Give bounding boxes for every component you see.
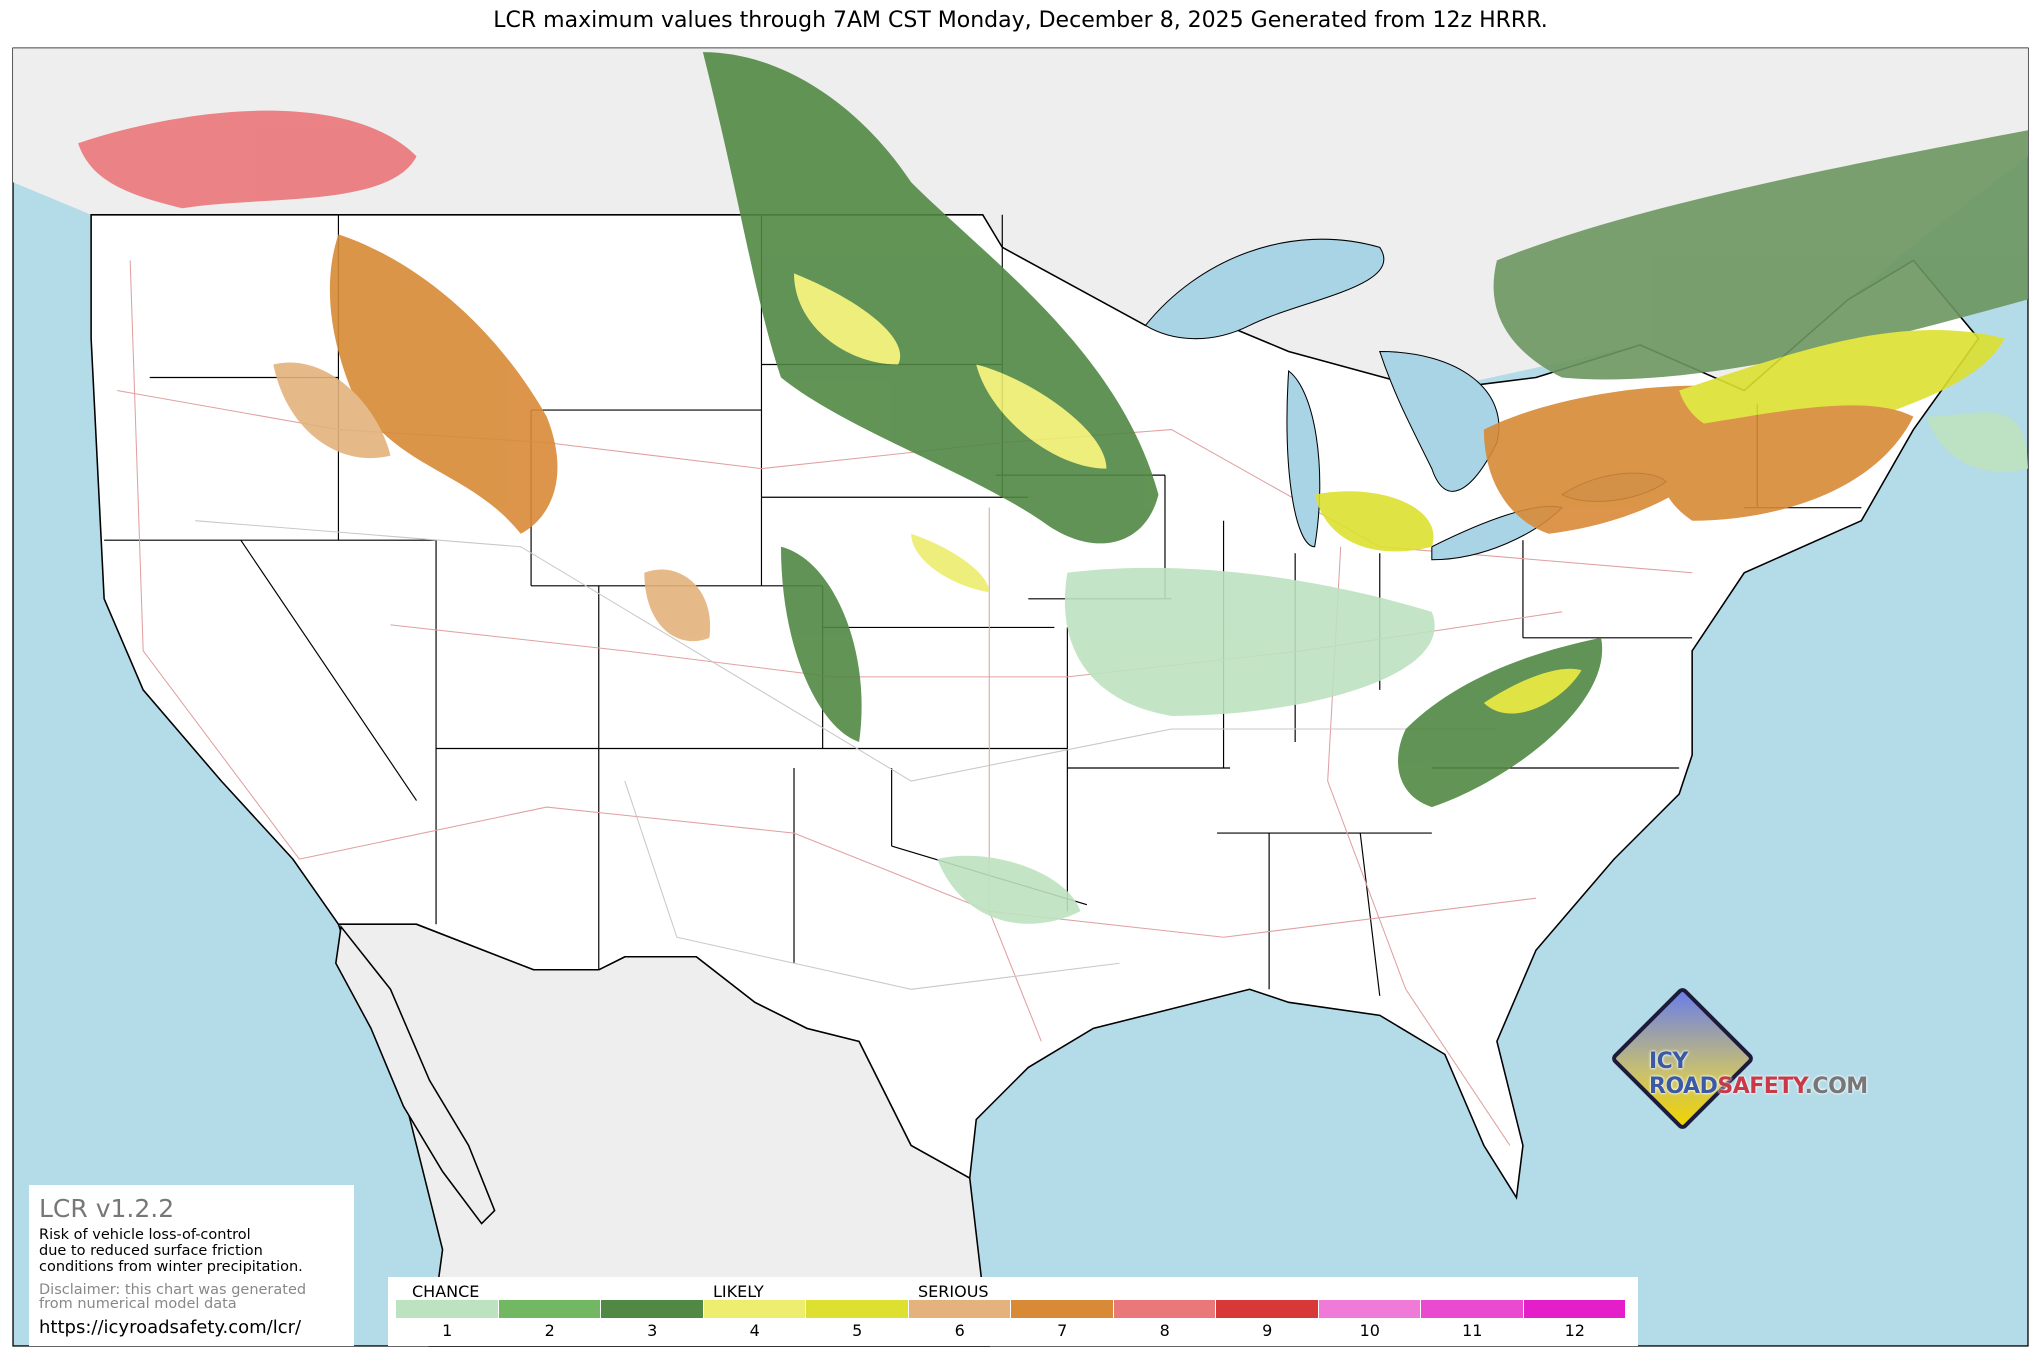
description-line: Risk of vehicle loss-of-control: [39, 1227, 251, 1243]
lcr-colorbar-legend: CHANCE LIKELY SERIOUS 1 2 3 4 5 6 7 8 9 10 11 12: [388, 1277, 1638, 1346]
disclaimer-line: from numerical model data: [39, 1296, 237, 1312]
risk-area-level-3-ontario: [1493, 130, 2028, 380]
legend-level-label: 1: [442, 1321, 453, 1340]
legend-cell-level-3: [601, 1300, 704, 1318]
legend-level-label: 9: [1262, 1321, 1273, 1340]
legend-level-label: 5: [852, 1321, 863, 1340]
legend-color-cells: [396, 1300, 1626, 1318]
legend-cell-level-7: [1011, 1300, 1114, 1318]
icyroadsafety-logo: ICY ROADSAFETY.COM: [1607, 985, 1907, 1132]
risk-area-level-1-texas: [937, 855, 1081, 924]
logo-text: ICY ROADSAFETY.COM: [1649, 1049, 1868, 1099]
legend-heading-serious: SERIOUS: [918, 1282, 989, 1301]
legend-level-label: 11: [1462, 1321, 1483, 1340]
lcr-info-panel: LCR v1.2.2 Risk of vehicle loss-of-contr…: [29, 1185, 354, 1346]
legend-level-label: 8: [1159, 1321, 1170, 1340]
legend-cell-level-12: [1523, 1300, 1626, 1318]
risk-area-level-5-michigan: [1314, 491, 1434, 552]
legend-cell-level-6: [908, 1300, 1011, 1318]
risk-area-level-4-minnesota: [976, 364, 1107, 469]
legend-level-label: 2: [544, 1321, 555, 1340]
risk-area-level-6-montana: [329, 234, 558, 534]
description-line: due to reduced surface friction: [39, 1243, 263, 1259]
risk-area-level-7-northeast: [1658, 405, 1914, 521]
risk-area-level-4-nebraska: [911, 533, 990, 593]
legend-level-label: 3: [647, 1321, 658, 1340]
risk-area-level-1-nova-scotia: [1926, 412, 2028, 473]
lake-superior: [1144, 238, 1385, 340]
risk-area-level-6-idaho: [273, 362, 391, 459]
legend-level-label: 4: [749, 1321, 760, 1340]
lake-huron: [1379, 350, 1500, 492]
risk-area-level-5-appalachia: [1483, 668, 1582, 714]
legend-cell-level-1: [396, 1300, 499, 1318]
description-line: conditions from winter precipitation.: [39, 1259, 303, 1275]
risk-area-level-1-midwest: [1064, 567, 1435, 716]
risk-area-level-4-dakotas: [794, 273, 901, 365]
legend-level-labels: 1 2 3 4 5 6 7 8 9 10 11 12: [396, 1321, 1626, 1340]
legend-level-label: 12: [1564, 1321, 1585, 1340]
disclaimer: Disclaimer: this chart was generated fro…: [39, 1282, 344, 1312]
legend-cell-level-8: [1113, 1300, 1216, 1318]
map-title: LCR maximum values through 7AM CST Monda…: [493, 8, 1548, 33]
legend-level-label: 6: [954, 1321, 965, 1340]
lcr-url: https://icyroadsafety.com/lcr/: [39, 1317, 302, 1338]
lcr-description: Risk of vehicle loss-of-control due to r…: [39, 1227, 344, 1275]
legend-cell-level-10: [1318, 1300, 1421, 1318]
risk-area-level-6-colorado: [644, 569, 711, 642]
lcr-risk-areas: [78, 52, 2028, 924]
legend-cell-level-9: [1216, 1300, 1319, 1318]
risk-area-level-7-great-lakes: [1483, 385, 1758, 534]
legend-cell-level-4: [703, 1300, 806, 1318]
disclaimer-line: Disclaimer: this chart was generated: [39, 1282, 307, 1298]
baja-peninsula: [335, 924, 496, 1225]
lcr-version: LCR v1.2.2: [39, 1194, 175, 1223]
legend-level-label: 7: [1057, 1321, 1068, 1340]
legend-cell-level-11: [1421, 1300, 1524, 1318]
legend-heading-likely: LIKELY: [713, 1282, 764, 1301]
legend-cell-level-2: [498, 1300, 601, 1318]
risk-area-level-8-cascades: [78, 110, 417, 209]
legend-heading-chance: CHANCE: [412, 1282, 480, 1301]
great-lakes: [1144, 238, 1667, 561]
legend-cell-level-5: [806, 1300, 909, 1318]
risk-area-level-3-kansas: [780, 546, 862, 742]
lake-michigan: [1286, 370, 1321, 548]
legend-level-label: 10: [1359, 1321, 1380, 1340]
